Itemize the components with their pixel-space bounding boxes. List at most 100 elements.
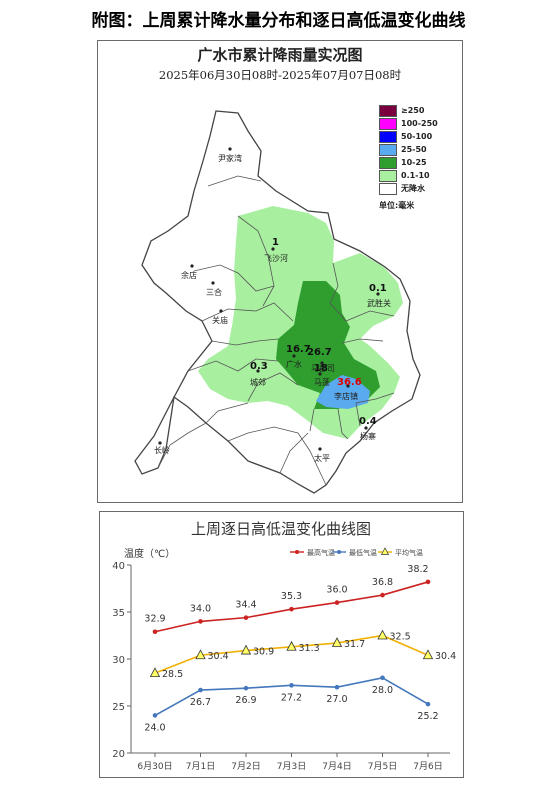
legend-label: 平均气温: [395, 548, 423, 557]
rain-value: 18: [314, 363, 328, 374]
legend-item: 10-25: [379, 156, 438, 169]
map-subtitle: 2025年06月30日08时-2025年07月07日08时: [158, 68, 402, 82]
map-canvas: 尹家湾 飞沙河 余店 三合 关庙 武胜关 广水 马都司 城郊 马蓬 李店镇 杨寨…: [134, 110, 421, 494]
place-label: 杨寨: [360, 431, 376, 441]
data-point: [422, 649, 434, 660]
legend-swatch: [379, 182, 397, 195]
legend-unit: 单位:毫米: [379, 201, 415, 210]
legend-label: 25-50: [401, 145, 427, 154]
data-point: [243, 685, 249, 691]
map-title: 广水市累计降雨量实况图: [197, 46, 363, 64]
data-label: 28.0: [372, 685, 393, 696]
data-point: [243, 615, 249, 620]
data-label: 36.8: [372, 577, 393, 588]
data-point: [334, 684, 340, 690]
legend-swatch: [379, 117, 397, 130]
x-tick-label: 7月4日: [322, 761, 351, 772]
legend-marker: [295, 550, 299, 554]
station-markers: [158, 147, 380, 451]
place-label: 广水: [286, 359, 302, 369]
data-point: [425, 701, 431, 707]
place-label: 长岭: [154, 445, 170, 455]
legend-swatch: [379, 130, 397, 143]
data-point: [286, 640, 297, 651]
place-label: 马都司: [311, 364, 335, 373]
data-label: 27.0: [326, 694, 347, 705]
data-point: [152, 629, 158, 635]
chart-title: 上周逐日高低温变化曲线图: [191, 520, 371, 538]
data-point: [425, 579, 431, 585]
place-label: 马蓬: [314, 377, 330, 387]
x-tick-label: 7月6日: [413, 761, 442, 772]
data-point: [380, 592, 385, 598]
rainfall-map: 尹家湾 飞沙河 余店 三合 关庙 武胜关 广水 马都司 城郊 马蓬 李店镇 杨寨…: [97, 40, 463, 503]
data-point: [152, 713, 158, 718]
data-point: [380, 675, 385, 681]
rain-value: 0.3: [250, 361, 268, 372]
legend-label: 0.1-10: [401, 171, 430, 180]
place-label: 三合: [206, 287, 222, 297]
legend-swatch: [379, 143, 397, 156]
data-label: 34.0: [190, 603, 211, 614]
data-point: [334, 600, 340, 605]
x-tick-label: 7月2日: [231, 761, 260, 772]
legend-label: 100-250: [401, 119, 438, 128]
data-label: 32.5: [390, 632, 411, 643]
data-label: 26.9: [235, 695, 256, 706]
data-label: 27.2: [281, 692, 302, 703]
legend-item: 50-100: [379, 130, 438, 143]
place-label: 城郊: [250, 377, 266, 387]
data-label: 25.2: [417, 711, 438, 722]
data-point: [289, 606, 294, 612]
map-legend: ≥250 100-250 50-100 25-50 10-25 0.1-10 无降水单位:毫…: [379, 104, 438, 211]
x-tick-label: 7月5日: [368, 761, 397, 772]
legend-swatch: [379, 156, 397, 169]
y-tick-label: 20: [112, 749, 125, 760]
township-boundaries: [157, 175, 395, 486]
place-label: 余店: [181, 270, 197, 280]
rain-value: 0.4: [359, 416, 377, 427]
place-label: 尹家湾: [218, 153, 242, 163]
place-label: 关庙: [212, 315, 228, 325]
data-label: 32.9: [144, 614, 165, 625]
data-label: 28.5: [162, 669, 183, 680]
data-label: 31.7: [344, 639, 365, 650]
legend-swatch: [379, 104, 397, 117]
legend-label: ≥250: [401, 106, 425, 115]
legend-label: 10-25: [401, 158, 427, 167]
data-point: [198, 619, 203, 624]
rain-zone-blue: [316, 375, 370, 409]
y-tick-label: 35: [112, 608, 125, 619]
place-label: 武胜关: [367, 298, 391, 308]
data-label: 30.4: [208, 651, 229, 662]
place-label: 飞沙河: [264, 253, 288, 263]
data-label: 31.3: [299, 643, 320, 654]
y-tick-label: 30: [112, 655, 125, 666]
data-point: [289, 683, 294, 688]
temperature-chart: 上周逐日高低温变化曲线图 温度（℃） 20 25 30 35 40 6月30日 7月1日 7月2日…: [99, 511, 464, 778]
legend-label: 无降水: [401, 184, 425, 193]
data-point: [240, 644, 252, 655]
y-tick-label: 40: [112, 561, 125, 572]
legend-item: 100-250: [379, 117, 438, 130]
data-label: 24.0: [144, 722, 165, 733]
data-label: 34.4: [235, 600, 256, 611]
legend-label: 最低气温: [349, 548, 377, 557]
place-label: 太平: [314, 453, 330, 463]
data-point: [198, 687, 203, 693]
y-axis-label: 温度（℃）: [124, 547, 175, 560]
data-label: 30.4: [435, 651, 456, 662]
data-label: 36.0: [326, 585, 347, 596]
legend-marker: [380, 547, 390, 555]
rain-value: 0.1: [369, 283, 387, 294]
legend-item: ≥250: [379, 104, 438, 117]
data-point: [377, 629, 388, 640]
data-label: 38.2: [407, 564, 428, 575]
x-tick-label: 6月30日: [137, 761, 172, 772]
data-label: 26.7: [190, 697, 211, 708]
page-title: 附图：上周累计降水量分布和逐日高低温变化曲线: [91, 11, 466, 31]
y-tick-label: 25: [112, 702, 125, 713]
legend-item: 25-50: [379, 143, 438, 156]
data-point: [331, 637, 343, 647]
